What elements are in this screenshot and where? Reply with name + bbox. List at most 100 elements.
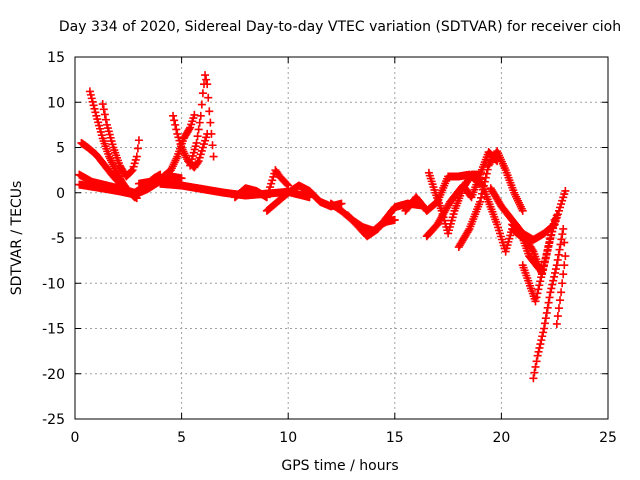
x-tick-label: 0: [71, 430, 80, 446]
y-tick-label: -25: [42, 412, 65, 428]
data-point: [102, 120, 111, 129]
data-point: [552, 319, 561, 328]
data-point: [555, 245, 564, 254]
data-point: [103, 124, 112, 133]
data-point: [188, 151, 197, 160]
data-point: [86, 90, 95, 99]
data-point: [176, 140, 185, 149]
data-point: [540, 257, 549, 266]
data-point: [194, 157, 203, 166]
data-point: [534, 285, 543, 294]
data-point: [501, 247, 510, 256]
data-point: [190, 110, 199, 119]
data-point: [201, 71, 210, 80]
data-point: [539, 265, 548, 274]
data-point: [545, 293, 554, 302]
data-point: [99, 105, 108, 114]
data-point: [174, 133, 183, 142]
data-point: [85, 87, 94, 96]
data-point: [533, 351, 542, 360]
series-arc-u: [518, 211, 561, 306]
data-point: [559, 193, 568, 202]
data-point: [535, 343, 544, 352]
data-point: [558, 230, 567, 239]
data-point: [546, 288, 555, 297]
data-point: [265, 186, 274, 195]
data-point: [549, 224, 558, 233]
data-point: [541, 253, 550, 262]
data-point: [561, 186, 570, 195]
data-point: [283, 180, 292, 189]
data-point: [197, 146, 206, 155]
data-point: [560, 261, 569, 270]
data-point: [444, 229, 453, 238]
data-point: [196, 150, 205, 159]
chart-title: Day 334 of 2020, Sidereal Day-to-day VTE…: [59, 19, 621, 35]
data-point: [267, 179, 276, 188]
data-point: [554, 304, 563, 313]
data-point: [133, 144, 142, 153]
data-point: [543, 303, 552, 312]
data-point: [481, 173, 490, 182]
data-point: [209, 152, 218, 161]
data-point: [496, 232, 505, 241]
data-point: [550, 272, 559, 281]
data-point: [106, 133, 115, 142]
data-point: [540, 319, 549, 328]
data-point: [171, 120, 180, 129]
data-point: [131, 155, 140, 164]
data-point: [88, 97, 97, 106]
data-point: [95, 124, 104, 133]
data-point: [560, 190, 569, 199]
data-point: [95, 121, 104, 130]
data-point: [186, 123, 195, 132]
data-point: [104, 127, 113, 136]
axis-ticks: [74, 56, 609, 420]
data-point: [193, 132, 202, 141]
data-point: [337, 199, 346, 208]
data-point: [198, 143, 207, 152]
data-point: [192, 138, 201, 147]
data-point: [198, 89, 207, 98]
data-point: [540, 324, 549, 333]
data-point: [537, 336, 546, 345]
data-point: [554, 250, 563, 259]
data-point: [390, 215, 399, 224]
data-point: [540, 261, 549, 270]
data-point: [531, 362, 540, 371]
data-point: [532, 293, 541, 302]
data-point: [503, 241, 512, 250]
data-point: [551, 268, 560, 277]
data-point: [105, 130, 114, 139]
data-point: [101, 115, 110, 124]
data-point: [548, 227, 557, 236]
data-point: [533, 289, 542, 298]
data-point: [560, 238, 569, 247]
data-point: [107, 137, 116, 146]
data-point: [190, 145, 199, 154]
data-point: [529, 374, 538, 383]
data-point: [187, 158, 196, 167]
data-point: [132, 152, 141, 161]
data-point: [189, 148, 198, 157]
data-point: [546, 234, 555, 242]
data-point: [128, 166, 137, 175]
data-point: [531, 297, 540, 306]
data-point: [536, 277, 545, 286]
data-marks: [75, 71, 570, 383]
data-point: [549, 276, 558, 285]
data-point: [558, 196, 567, 205]
data-point: [556, 296, 565, 305]
data-point: [197, 100, 206, 109]
data-point: [173, 129, 182, 138]
data-point: [195, 118, 204, 127]
data-point: [518, 206, 527, 215]
data-point: [552, 211, 561, 220]
data-point: [196, 111, 205, 120]
x-tick-label: 15: [386, 430, 404, 446]
data-point: [177, 174, 186, 183]
data-point: [284, 181, 293, 190]
y-tick-label: 5: [56, 141, 65, 157]
data-point: [202, 133, 211, 142]
data-point: [544, 298, 553, 307]
